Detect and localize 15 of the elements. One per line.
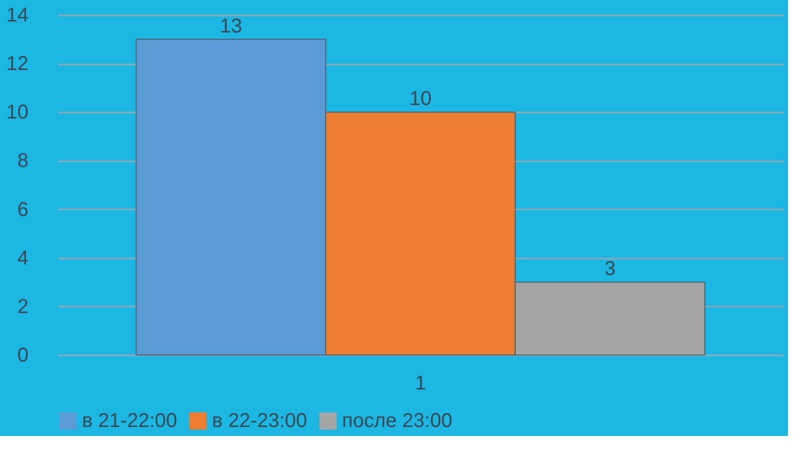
y-tick-label: 8 [17, 150, 28, 172]
legend-label: в 22-23:00 [212, 410, 308, 432]
y-tick-label: 12 [6, 53, 28, 76]
y-tick-label: 10 [6, 102, 28, 124]
y-tick-label: 14 [6, 4, 28, 26]
data-label: 10 [409, 88, 432, 110]
x-tick-label: 1 [414, 372, 426, 394]
data-label: 3 [604, 258, 616, 280]
y-tick-label: 6 [17, 198, 28, 221]
data-label: 13 [220, 15, 242, 38]
y-tick-label: 0 [17, 344, 28, 366]
legend-label: в 21-22:00 [82, 410, 178, 432]
y-tick-label: 4 [17, 247, 28, 270]
legend-label: после 23:00 [342, 410, 452, 432]
y-tick-label: 2 [17, 296, 28, 318]
